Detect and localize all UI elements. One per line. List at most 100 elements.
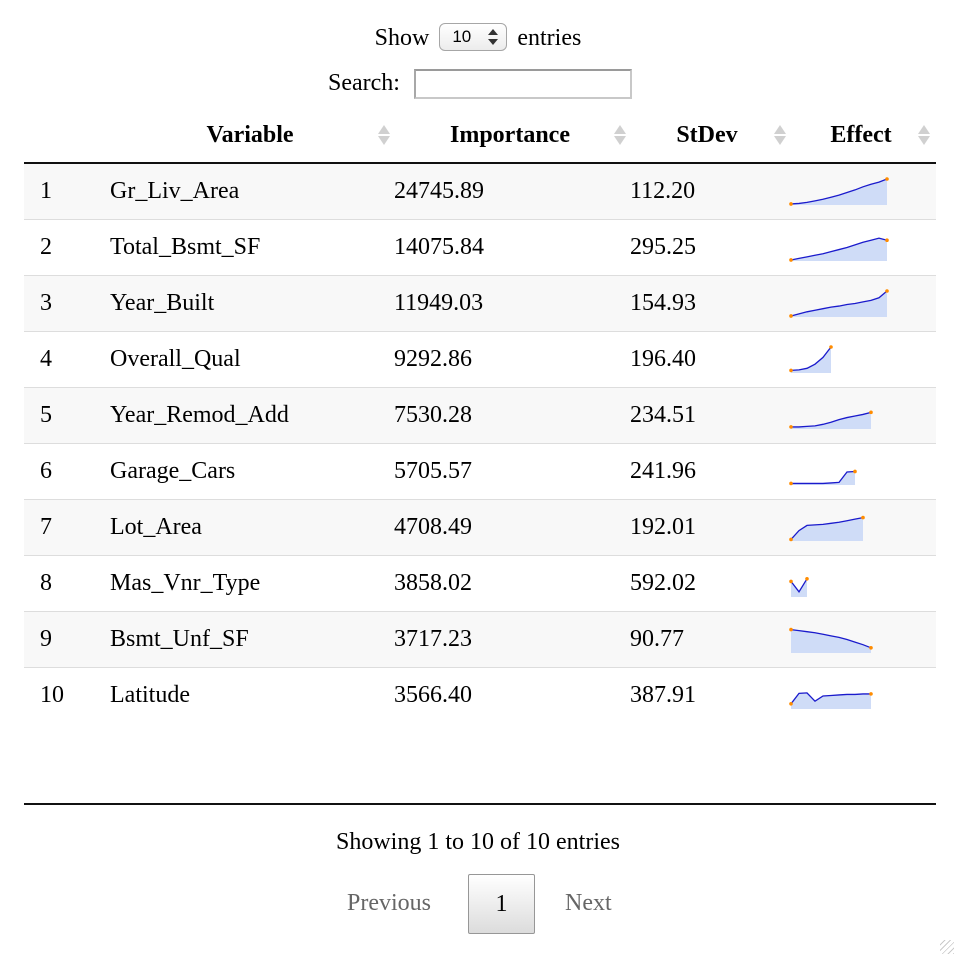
table-row: 8 Mas_Vnr_Type 3858.02 592.02 [24, 555, 936, 612]
variable-name: Lot_Area [108, 499, 392, 556]
effect-sparkline [789, 176, 889, 206]
sparkline-area [791, 692, 871, 709]
effect-cell [786, 219, 936, 276]
variable-name: Bsmt_Unf_SF [108, 611, 392, 668]
importance-value: 7530.28 [392, 387, 628, 444]
next-page-button[interactable]: Next [565, 890, 612, 916]
sparkline-end-point [861, 515, 865, 519]
importance-value: 11949.03 [392, 275, 628, 332]
effect-sparkline [789, 469, 857, 485]
length-control: Show 10 entries [0, 22, 956, 54]
effect-cell [786, 555, 936, 612]
previous-page-button[interactable]: Previous [347, 890, 431, 916]
effect-cell [786, 387, 936, 444]
sort-icon [378, 123, 390, 147]
entries-per-page-value: 10 [452, 27, 472, 47]
sparkline-end-point [853, 469, 857, 473]
sparkline-start-point [789, 701, 793, 706]
effect-sparkline [789, 344, 833, 373]
importance-value: 3858.02 [392, 555, 628, 612]
importance-value: 3566.40 [392, 667, 628, 723]
search-input[interactable] [414, 69, 632, 99]
sparkline-start-point [789, 481, 793, 485]
effect-sparkline [789, 515, 865, 541]
effect-sparkline [789, 236, 889, 262]
column-header-variable[interactable]: Variable [108, 108, 392, 164]
sparkline-area [791, 290, 887, 317]
row-index: 3 [24, 275, 108, 332]
importance-value: 24745.89 [392, 163, 628, 220]
column-header-importance-label: Importance [450, 121, 570, 148]
table-header-row: Variable Importance StDev Effect [24, 108, 936, 164]
entries-label: entries [517, 25, 582, 51]
column-header-stdev[interactable]: StDev [628, 108, 786, 164]
sparkline-area [791, 411, 871, 429]
variable-name: Mas_Vnr_Type [108, 555, 392, 612]
table-row: 5 Year_Remod_Add 7530.28 234.51 [24, 387, 936, 444]
importance-value: 5705.57 [392, 443, 628, 500]
effect-cell [786, 499, 936, 556]
row-index: 5 [24, 387, 108, 444]
sparkline-end-point [805, 576, 809, 581]
sparkline-start-point [789, 313, 793, 318]
sparkline-area [791, 629, 871, 653]
pagination: Previous 1 Next [0, 874, 956, 934]
entries-per-page-select[interactable]: 10 [439, 23, 508, 52]
sparkline-line [790, 691, 871, 704]
column-header-importance[interactable]: Importance [392, 108, 628, 164]
sparkline-end-point [885, 237, 889, 242]
sparkline-start-point [789, 424, 793, 429]
effect-cell [786, 275, 936, 332]
sparkline-line [790, 516, 864, 540]
stdev-value: 154.93 [628, 275, 786, 332]
effect-cell [786, 443, 936, 500]
variable-importance-table: Variable Importance StDev Effect 1 Gr_Liv… [24, 108, 936, 723]
row-index: 2 [24, 219, 108, 276]
column-header-index[interactable] [24, 108, 108, 164]
sparkline-line [790, 290, 888, 317]
row-index: 10 [24, 667, 108, 723]
row-index: 4 [24, 331, 108, 388]
sparkline-start-point [789, 257, 793, 262]
sparkline-end-point [869, 645, 873, 650]
column-header-stdev-label: StDev [676, 121, 738, 148]
row-index: 8 [24, 555, 108, 612]
table-row: 1 Gr_Liv_Area 24745.89 112.20 [24, 163, 936, 220]
sparkline-start-point [789, 627, 793, 631]
column-header-effect[interactable]: Effect [786, 108, 936, 164]
page-1-button[interactable]: 1 [468, 874, 535, 934]
variable-name: Latitude [108, 667, 392, 723]
resize-handle-icon[interactable] [940, 940, 954, 954]
table-row: 6 Garage_Cars 5705.57 241.96 [24, 443, 936, 500]
effect-cell [786, 611, 936, 668]
table-row: 10 Latitude 3566.40 387.91 [24, 667, 936, 723]
stdev-value: 241.96 [628, 443, 786, 500]
sparkline-area [791, 237, 887, 261]
variable-name: Gr_Liv_Area [108, 163, 392, 220]
effect-cell [786, 331, 936, 388]
search-label: Search: [328, 70, 400, 96]
stdev-value: 196.40 [628, 331, 786, 388]
sparkline-area [791, 517, 863, 541]
variable-name: Garage_Cars [108, 443, 392, 500]
row-index: 9 [24, 611, 108, 668]
sparkline-line [790, 346, 832, 371]
sort-icon [774, 123, 786, 147]
sparkline-end-point [869, 691, 873, 696]
table-row: 7 Lot_Area 4708.49 192.01 [24, 499, 936, 556]
effect-sparkline [789, 691, 873, 709]
table-row: 3 Year_Built 11949.03 154.93 [24, 275, 936, 332]
effect-cell [786, 163, 936, 220]
stdev-value: 112.20 [628, 163, 786, 220]
table-row: 2 Total_Bsmt_SF 14075.84 295.25 [24, 219, 936, 276]
importance-value: 4708.49 [392, 499, 628, 556]
variable-name: Total_Bsmt_SF [108, 219, 392, 276]
row-index: 6 [24, 443, 108, 500]
table-info: Showing 1 to 10 of 10 entries [336, 829, 620, 855]
sort-icon [918, 123, 930, 147]
importance-value: 3717.23 [392, 611, 628, 668]
variable-name: Overall_Qual [108, 331, 392, 388]
stdev-value: 592.02 [628, 555, 786, 612]
sparkline-end-point [885, 288, 889, 293]
stdev-value: 387.91 [628, 667, 786, 723]
